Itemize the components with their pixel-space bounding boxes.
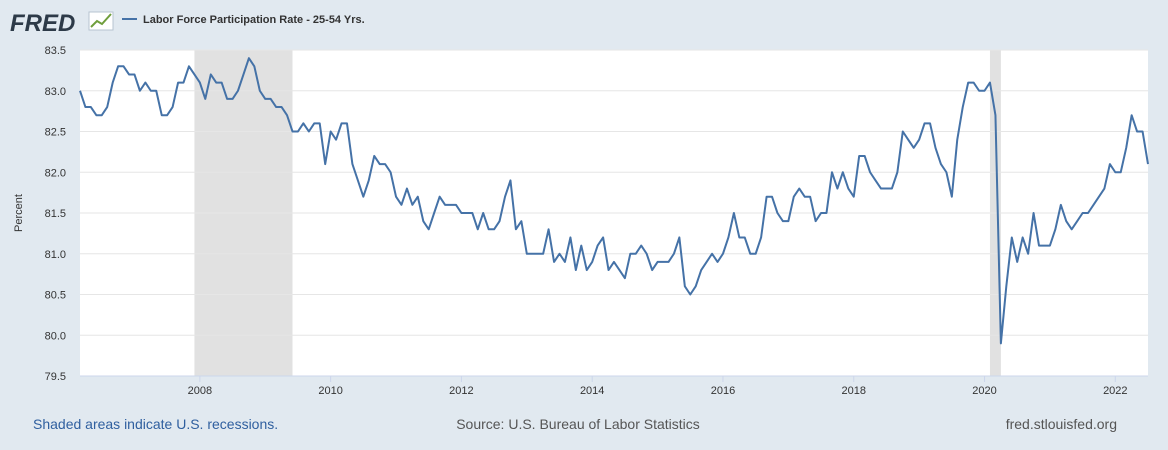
legend-label: Labor Force Participation Rate - 25-54 Y… (143, 14, 365, 26)
x-tick-label: 2020 (972, 385, 996, 397)
y-tick-label: 81.5 (45, 208, 66, 220)
y-tick-label: 80.0 (45, 330, 66, 342)
x-tick-label: 2012 (449, 385, 473, 397)
y-tick-label: 83.0 (45, 86, 66, 98)
source: Source: U.S. Bureau of Labor Statistics (456, 416, 700, 432)
x-tick-label: 2022 (1103, 385, 1127, 397)
y-axis-label: Percent (13, 194, 25, 232)
y-tick-label: 83.5 (45, 45, 66, 57)
y-tick-label: 81.0 (45, 249, 66, 261)
x-tick-label: 2016 (711, 385, 735, 397)
series-line (79, 57, 1149, 345)
logo: FRED (10, 10, 75, 37)
logo-icon (88, 11, 114, 31)
x-tick-label: 2018 (842, 385, 866, 397)
y-tick-label: 82.5 (45, 127, 66, 139)
y-tick-label: 79.5 (45, 371, 66, 383)
y-tick-label: 80.5 (45, 290, 66, 302)
y-tick-label: 82.0 (45, 167, 66, 179)
x-tick-label: 2014 (580, 385, 604, 397)
footnote: Shaded areas indicate U.S. recessions. (33, 416, 278, 432)
x-tick-label: 2008 (188, 385, 212, 397)
x-tick-label: 2010 (318, 385, 342, 397)
site: fred.stlouisfed.org (1006, 416, 1117, 432)
